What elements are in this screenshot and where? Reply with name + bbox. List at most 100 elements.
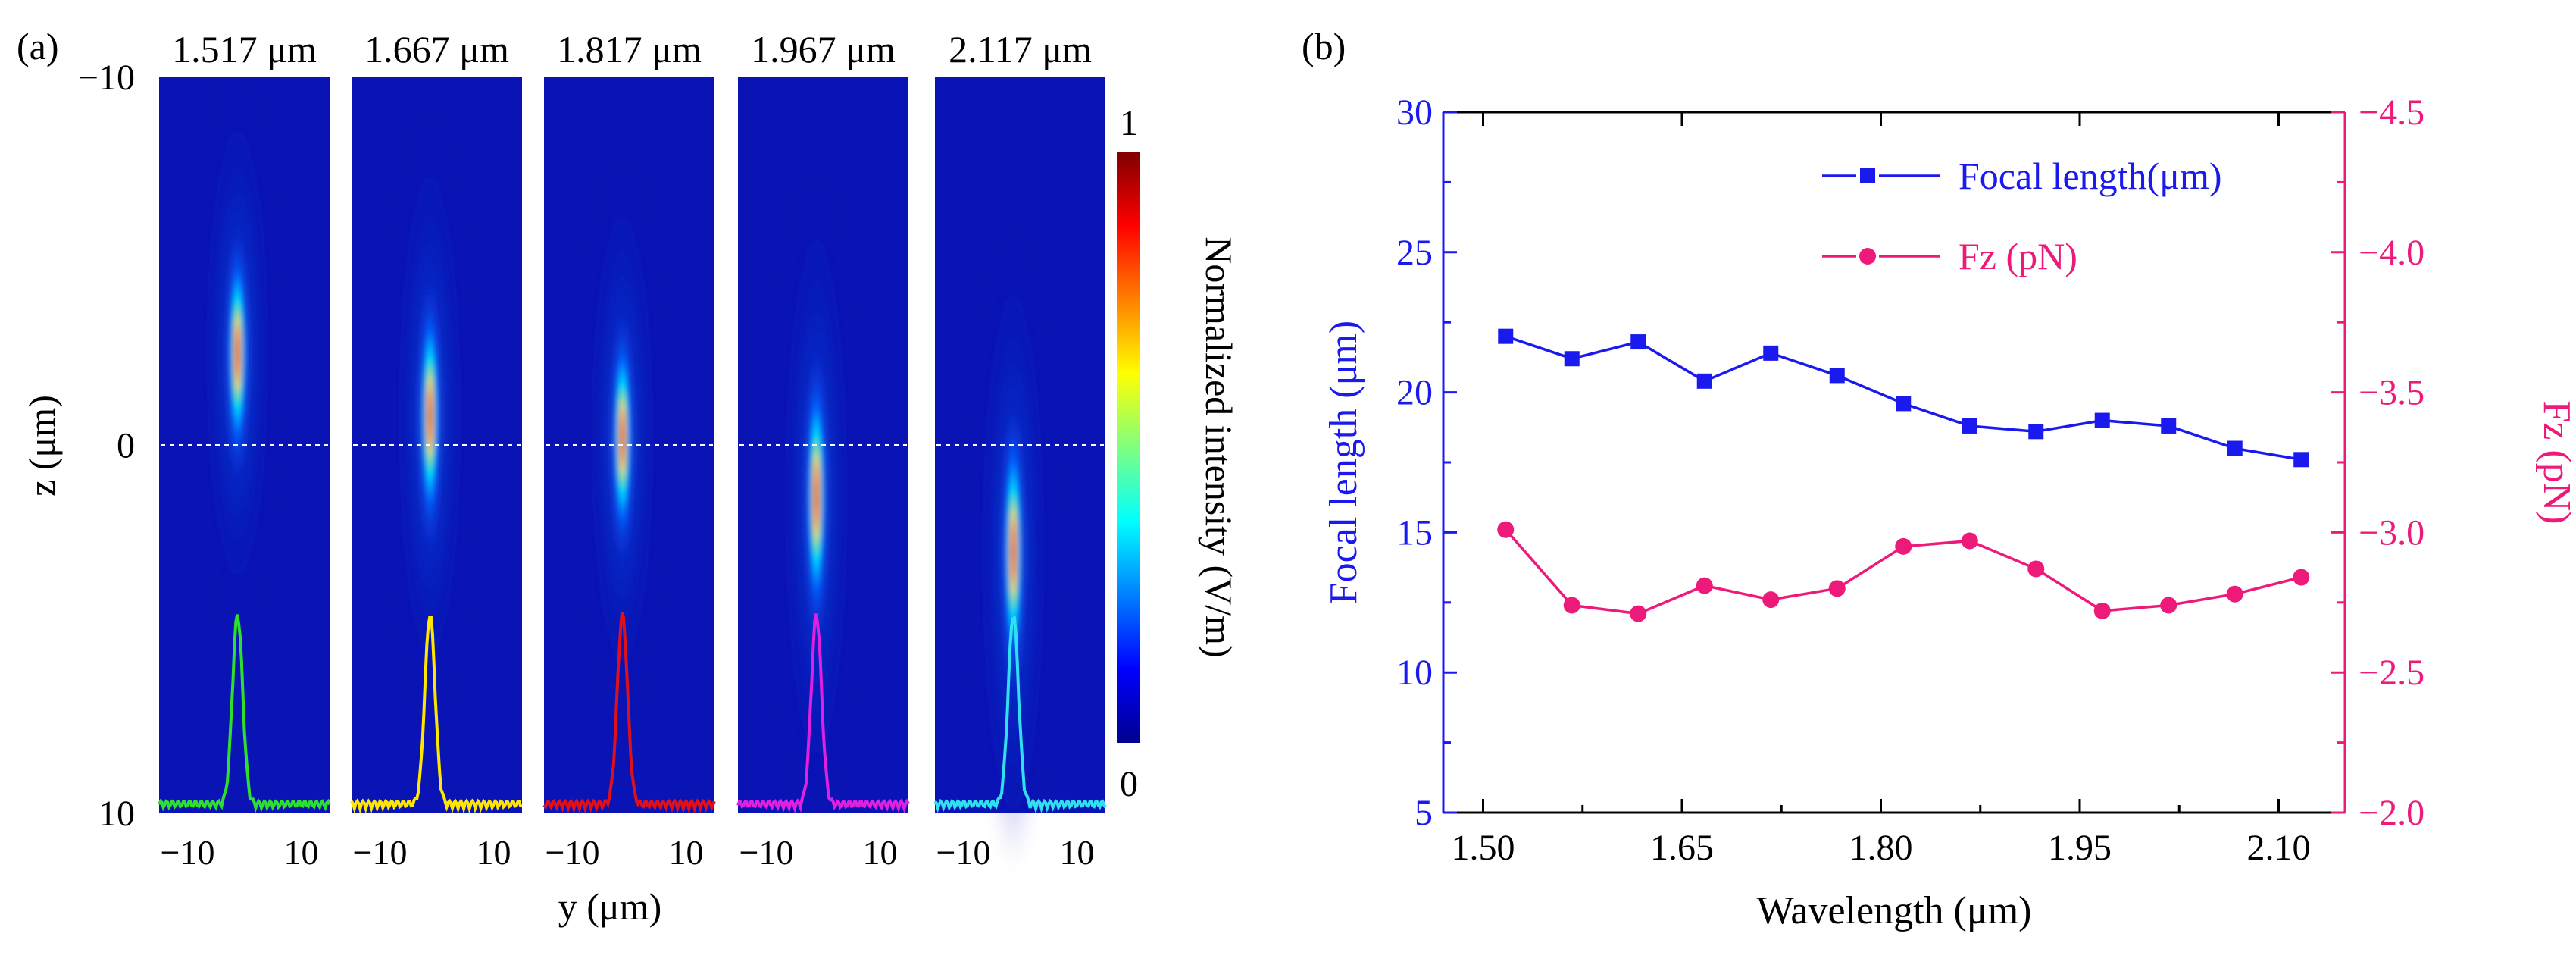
data-point [2293, 452, 2309, 468]
data-point [1828, 580, 1846, 597]
data-point [1630, 334, 1646, 350]
z-tick-label: −10 [78, 58, 135, 98]
data-point [1630, 605, 1647, 622]
y-tick-label: −10 [936, 833, 991, 872]
y-tick-label: 10 [863, 833, 898, 872]
left-y-tick-label: 15 [1396, 512, 1433, 553]
data-point [1961, 532, 1978, 550]
data-point [1829, 368, 1845, 384]
data-point [1563, 597, 1580, 614]
y-tick-label: −10 [161, 833, 215, 872]
intensity-profile [350, 616, 523, 815]
intensity-map-4: 1.967 μm −10 10 [736, 28, 910, 872]
colorbar-gradient [1117, 152, 1140, 743]
data-point [2094, 412, 2110, 428]
z-tick-label: 0 [117, 426, 135, 466]
data-point [2226, 585, 2243, 603]
panel-b: (b) 1.50 1.65 1.80 1.95 2.10 5 10 15 20 25 30 −2.0 −… [1302, 25, 2576, 932]
data-point [1696, 373, 1712, 389]
y-tick-label: −10 [353, 833, 408, 872]
panel-a-axes: −10 0 10 [78, 58, 135, 834]
data-point [1497, 521, 1515, 538]
intensity-maps: 1.517 μm−10 101.667 μm−10 101.817 μm−10 101… [158, 28, 1107, 872]
intensity-profile [736, 613, 910, 814]
y-tick-label: 10 [284, 833, 319, 872]
left-y-axis-title: Focal length (μm) [1322, 321, 1365, 604]
focal-spot [1002, 400, 1025, 704]
colorbar-label: Normalized intensity (V/m) [1198, 237, 1240, 657]
x-tick-label: 2.10 [2247, 828, 2311, 868]
y-axis-label: y (μm) [558, 885, 662, 928]
right-y-axis-title: Fz (pN) [2535, 400, 2576, 524]
legend: Focal length(μm) Fz (pN) [1822, 155, 2222, 277]
x-tick-label: 1.80 [1849, 828, 1913, 868]
x-tick-label: 1.95 [2048, 828, 2112, 868]
series-focal-length [1498, 328, 2309, 468]
data-point [1762, 591, 1780, 609]
intensity-map-3: 1.817 μm −10 10 [542, 28, 716, 872]
z-axis-label: z (μm) [20, 395, 63, 497]
panel-b-label: (b) [1302, 25, 1346, 67]
x-tick-label: 1.50 [1452, 828, 1515, 868]
y-tick-label: 10 [1060, 833, 1095, 872]
wavelength-title: 2.117 μm [949, 28, 1092, 70]
legend-label: Focal length(μm) [1959, 155, 2222, 197]
x-axis-title: Wavelength (μm) [1756, 889, 2031, 932]
left-y-tick-label: 30 [1396, 92, 1433, 133]
wavelength-title: 1.517 μm [172, 28, 317, 70]
wavelength-title: 1.967 μm [751, 28, 896, 70]
colorbar: 1 0 Normalized intensity (V/m) [1117, 103, 1240, 804]
data-point [1763, 345, 1779, 361]
z-tick-label: 10 [98, 794, 135, 834]
intensity-profile [933, 616, 1107, 814]
series-fz [1497, 521, 2310, 622]
wavelength-plot: 1.50 1.65 1.80 1.95 2.10 5 10 15 20 25 30 −2.0 −2.5 −… [1322, 92, 2576, 932]
y-tick-label: 10 [477, 833, 511, 872]
data-point [2293, 569, 2310, 586]
left-y-tick-label: 10 [1396, 653, 1433, 693]
right-y-tick-label: −2.0 [2359, 793, 2424, 833]
data-point [2227, 440, 2243, 456]
wavelength-title: 1.817 μm [557, 28, 702, 70]
data-point [1564, 351, 1580, 367]
panel-a-label: (a) [17, 25, 59, 67]
data-point [1696, 577, 1713, 594]
right-y-tick-label: −2.5 [2359, 653, 2424, 693]
x-tick-label: 1.65 [1650, 828, 1714, 868]
right-y-tick-label: −3.0 [2359, 512, 2424, 553]
left-y-tick-label: 25 [1396, 233, 1433, 273]
y-tick-label: −10 [739, 833, 794, 872]
y-tick-label: −10 [546, 833, 600, 872]
focal-spot [418, 274, 442, 558]
intensity-profile [158, 614, 331, 813]
wavelength-title: 1.667 μm [364, 28, 509, 70]
data-point [1498, 328, 1514, 344]
data-point [1962, 418, 1977, 434]
intensity-map-2: 1.667 μm −10 10 [350, 28, 523, 872]
y-tick-label: 10 [669, 833, 704, 872]
right-y-tick-label: −4.5 [2359, 92, 2424, 133]
data-point [2161, 418, 2177, 434]
intensity-map-5: 2.117 μm −10 10 [933, 28, 1107, 872]
data-point [1896, 396, 1912, 412]
intensity-profile [542, 612, 716, 815]
legend-marker [1859, 248, 1876, 265]
focal-spot [611, 306, 634, 570]
focal-spot [226, 221, 249, 485]
legend-marker [1860, 168, 1875, 183]
focal-spot [805, 345, 828, 649]
data-point [1895, 537, 1912, 555]
legend-item-focal-length: Focal length(μm) [1822, 155, 2222, 197]
legend-label: Fz (pN) [1959, 235, 2077, 277]
colorbar-tick-max: 1 [1120, 103, 1138, 143]
data-point [2093, 602, 2111, 619]
data-point [2027, 560, 2045, 578]
data-point [2028, 424, 2044, 440]
right-y-tick-label: −4.0 [2359, 233, 2424, 273]
intensity-map-1: 1.517 μm −10 10 [158, 28, 331, 872]
panel-a: (a) 1.517 μm−10 101.667 μm−10 101.817 μm−1… [17, 25, 1240, 928]
data-point [2160, 597, 2177, 614]
left-y-tick-label: 20 [1396, 373, 1433, 413]
colorbar-tick-min: 0 [1120, 764, 1138, 804]
